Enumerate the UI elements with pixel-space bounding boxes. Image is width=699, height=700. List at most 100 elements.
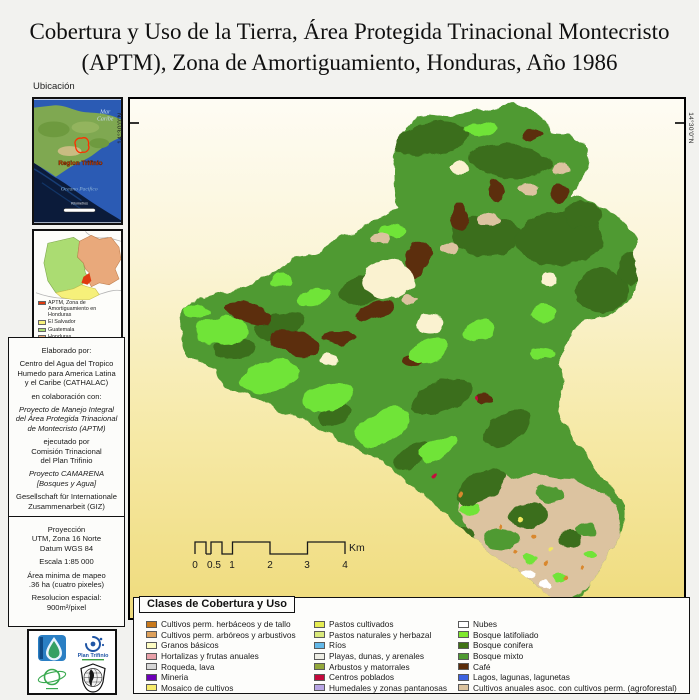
ocean-streak [41,182,84,211]
legend-swatch [314,663,325,671]
scalebar-tick-0: 0 [192,560,198,571]
main-map: 0 0.5 1 2 3 4 Km [128,97,686,620]
cathalac-credit: Centro del Agua del Tropico Humedo para … [17,359,116,388]
logo-underline [81,659,104,661]
legend-swatch [146,641,157,649]
swirl-dot [99,637,102,641]
legend-item: Nubes [458,619,688,630]
legend-swatch [146,673,157,681]
background-holes [322,163,558,365]
countries-map-graphic [35,231,121,300]
legend-label: Arbustos y matorrales [329,661,410,672]
landcover-area [177,104,638,601]
legend-label: Café [473,661,491,672]
legend-swatch [146,663,157,671]
legend-label: Mineria [161,672,189,683]
legend-item: Arbustos y matorrales [314,661,456,672]
oceano-pacifico-label: Oceano Pacifico [61,186,98,193]
legend-label: Roqueda, lava [161,661,215,672]
legend-swatch [458,652,469,660]
legend-swatch [458,631,469,639]
honduras-label: Honduras [48,334,71,340]
legend-row-guatemala: Guatemala [38,327,120,333]
terrain-patch [71,121,100,134]
camarena-credit: Proyecto CAMARENA [Bosques y Agua] [28,469,105,488]
guatemala-label: Guatemala [48,326,75,333]
legend-label: Bosque conifera [473,640,533,651]
legend-label: Lagos, lagunas, lagunetas [473,672,570,683]
plan-trifinio-label: Plan Trifinio [77,653,109,659]
ocean-streak [34,168,82,202]
kilometros-label: Kilometros [71,202,88,206]
swirl-icon [84,636,101,652]
legend-swatch [458,620,469,628]
green-orbit-logo [37,668,66,690]
legend-swatch [314,673,325,681]
scalebar-tick-3: 3 [304,560,310,571]
globe-circle [43,668,60,686]
legend-label: Pastos naturales y herbazal [329,629,432,640]
escala-info: Escala 1:85 000 [39,557,94,567]
legend-column-2: Pastos cultivados Pastos naturales y her… [314,619,456,693]
legend-item: Granos básicos [146,640,314,651]
legend-label: Mosaico de cultivos [161,682,234,693]
legend-label: Ríos [329,640,347,651]
scalebar-tick-2: 2 [267,560,273,571]
legend-swatch [314,620,325,628]
mar-caribe-label-2: Caribe [97,116,114,122]
inset-scalebar [63,208,96,213]
terrain-patch [37,121,70,138]
terrain-patch [89,138,110,149]
scalebar-tick-4: 4 [342,560,348,571]
elaborado-por: Elaborado por: [41,346,92,355]
credits-box: Elaborado por: Centro del Agua del Tropi… [8,337,125,524]
legend-swatch [146,652,157,660]
legend-item: Hortalizas y frutas anuales [146,651,314,662]
giz-credit: Gesellschaft für Internationale Zusammen… [16,492,117,511]
proyeccion-info: Proyección UTM, Zona 16 Norte Datum WGS … [31,525,102,553]
landcover-map-graphic: 0 0.5 1 2 3 4 Km [130,104,684,601]
latitude-label-right: 14°30'0"N [687,112,694,144]
inset-countries-map: APTM, Zona de Amortiguamiento en Hondura… [32,229,123,344]
legend-item: Bosque conifera [458,640,688,651]
legend-label: Bosque mixto [473,651,524,662]
guatemala-swatch [38,327,46,333]
aptm-polygon [81,272,92,285]
legend-swatch [458,684,469,692]
legend-label: Playas, dunas, y arenales [329,651,425,662]
legend-item: Roqueda, lava [146,661,314,672]
satellite-map-graphic: Mar Caribe Region Trifinio Oceano Pacifi… [34,99,121,223]
tail-forest-patches [446,469,596,581]
map-title-line1: Cobertura y Uso de la Tierra, Área Prote… [29,19,670,44]
trifinio-region-outline [74,137,90,154]
region-trifinio-label: Region Trifinio [58,160,102,167]
swirl-center [90,641,95,647]
mar-caribe-label-1: Mar [99,110,111,116]
legend-column-3: Nubes Bosque latifoliado Bosque conifera… [458,619,688,693]
legend-item: Cultivos anuales asoc. con cultivos perm… [458,683,688,694]
small-class-dots [430,397,585,589]
latitude-label-left: 14°30'0"N [117,112,124,144]
scalebar-tick-1: 1 [229,560,235,571]
legend-label: Cultivos perm. herbáceos y de tallo [161,619,291,630]
area-minima-info: Área minima de mapeo .36 ha (cuatro pixe… [27,570,106,590]
scalebar-labels: 0 0.5 1 2 3 4 Km [192,542,365,571]
legend-swatch [314,631,325,639]
legend-item: Café [458,661,688,672]
legend-label: Pastos cultivados [329,619,394,630]
projection-box: Proyección UTM, Zona 16 Norte Datum WGS … [8,516,125,627]
legend-item: Bosque latifoliado [458,630,688,641]
colaboracion: en colaboración con: [31,391,102,401]
aptm-label: APTM, Zona de Amortiguamiento en Hondura… [48,299,97,319]
scalebar [194,541,346,555]
pacific-ocean [34,162,121,223]
legend-label: Granos básicos [161,640,219,651]
el-salvador-swatch [38,320,46,325]
plan-trifinio-logo: Plan Trifinio [77,636,109,661]
legend-item: Humedales y zonas pantanosas [314,683,456,694]
legend-item: Mineria [146,672,314,683]
legend-label: Cultivos perm. arbóreos y arbustivos [161,629,296,640]
cathalac-logo-band [39,637,43,659]
inset-countries-legend: APTM, Zona de Amortiguamiento en Hondura… [38,299,120,340]
bosque-latifoliado-patches [184,122,558,463]
